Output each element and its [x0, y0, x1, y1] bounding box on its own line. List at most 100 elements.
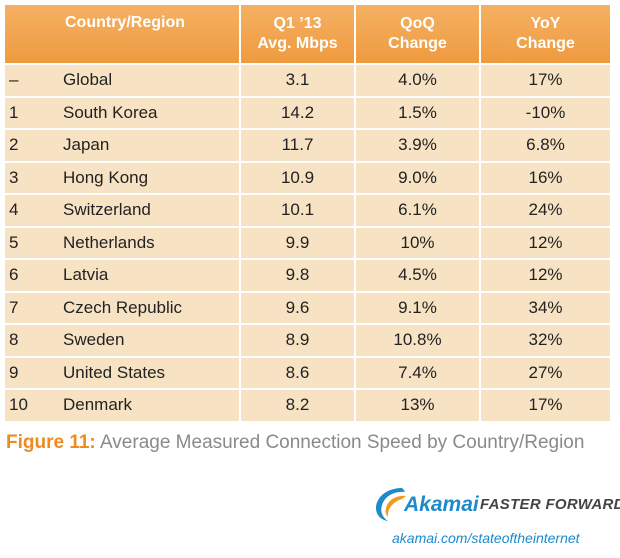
- country-name: Netherlands: [63, 232, 155, 252]
- country-cell: 1 South Korea: [5, 95, 241, 129]
- country-name: Czech Republic: [63, 297, 183, 317]
- qoq-value: 4.0%: [355, 63, 481, 97]
- header-yoy-line1: YoY: [530, 15, 561, 32]
- figure-label: Figure 11:: [6, 432, 96, 453]
- country-cell: 9 United States: [5, 355, 241, 389]
- speed-value: 8.2: [240, 388, 356, 421]
- rank-value: 3: [9, 167, 19, 187]
- speed-value: 10.1: [240, 193, 356, 227]
- country-name: South Korea: [63, 102, 158, 122]
- header-speed-line2: Avg. Mbps: [257, 35, 338, 52]
- yoy-value: 27%: [480, 355, 610, 389]
- speed-value: 8.6: [240, 355, 356, 389]
- country-name: Global: [63, 70, 113, 90]
- speed-value: 11.7: [240, 128, 356, 162]
- rank-value: 6: [9, 265, 19, 285]
- country-cell: 10 Denmark: [5, 388, 241, 421]
- rank-value: 8: [9, 330, 19, 350]
- qoq-value: 1.5%: [355, 95, 481, 129]
- rank-value: 5: [9, 232, 19, 252]
- country-cell: 2 Japan: [5, 128, 241, 162]
- table-row: 9 United States 8.6 7.4% 27%: [5, 355, 610, 389]
- country-name: Denmark: [63, 395, 132, 415]
- yoy-value: 12%: [480, 225, 610, 259]
- brand-name: Akamai: [404, 493, 479, 516]
- table-row: 5 Netherlands 9.9 10% 12%: [5, 225, 610, 259]
- header-qoq-line1: QoQ: [400, 15, 435, 32]
- rank-value: 7: [9, 297, 19, 317]
- qoq-value: 3.9%: [355, 128, 481, 162]
- brand-tagline: FASTER FORWARD: [480, 496, 620, 513]
- header-qoq-line2: Change: [388, 35, 447, 52]
- header-speed: Q1 ’13 Avg. Mbps: [240, 5, 356, 64]
- table-row: 10 Denmark 8.2 13% 17%: [5, 388, 610, 421]
- qoq-value: 7.4%: [355, 355, 481, 389]
- header-yoy-line2: Change: [516, 35, 575, 52]
- speed-table-container: Country/Region Q1 ’13 Avg. Mbps QoQ Chan…: [5, 5, 610, 421]
- qoq-value: 10%: [355, 225, 481, 259]
- qoq-value: 9.0%: [355, 160, 481, 194]
- figure-caption-text: Average Measured Connection Speed by Cou…: [95, 432, 585, 453]
- yoy-value: 16%: [480, 160, 610, 194]
- table-row: 8 Sweden 8.9 10.8% 32%: [5, 323, 610, 357]
- table-row: 1 South Korea 14.2 1.5% -10%: [5, 95, 610, 129]
- rank-value: 4: [9, 200, 19, 220]
- qoq-value: 6.1%: [355, 193, 481, 227]
- country-cell: 6 Latvia: [5, 258, 241, 292]
- country-cell: 7 Czech Republic: [5, 290, 241, 324]
- rank-value: 9: [9, 362, 19, 382]
- speed-value: 9.8: [240, 258, 356, 292]
- header-country-label: Country/Region: [65, 14, 185, 31]
- yoy-value: 17%: [480, 388, 610, 421]
- table-row: 3 Hong Kong 10.9 9.0% 16%: [5, 160, 610, 194]
- header-qoq: QoQ Change: [355, 5, 481, 64]
- yoy-value: -10%: [480, 95, 610, 129]
- country-cell: 5 Netherlands: [5, 225, 241, 259]
- country-name: Japan: [63, 135, 110, 155]
- table-row: 4 Switzerland 10.1 6.1% 24%: [5, 193, 610, 227]
- qoq-value: 10.8%: [355, 323, 481, 357]
- speed-value: 14.2: [240, 95, 356, 129]
- table-row: 7 Czech Republic 9.6 9.1% 34%: [5, 290, 610, 324]
- country-name: United States: [63, 362, 166, 382]
- table-row: 6 Latvia 9.8 4.5% 12%: [5, 258, 610, 292]
- rank-value: 2: [9, 135, 19, 155]
- qoq-value: 9.1%: [355, 290, 481, 324]
- yoy-value: 24%: [480, 193, 610, 227]
- speed-value: 10.9: [240, 160, 356, 194]
- table-row: 2 Japan 11.7 3.9% 6.8%: [5, 128, 610, 162]
- speed-value: 8.9: [240, 323, 356, 357]
- qoq-value: 13%: [355, 388, 481, 421]
- connection-speed-table: Country/Region Q1 ’13 Avg. Mbps QoQ Chan…: [5, 5, 610, 421]
- header-country: Country/Region: [5, 5, 241, 64]
- speed-value: 9.9: [240, 225, 356, 259]
- country-name: Switzerland: [63, 200, 151, 220]
- speed-value: 3.1: [240, 63, 356, 97]
- footer-url: akamai.com/stateoftheinternet: [392, 530, 580, 546]
- rank-value: 10: [9, 395, 28, 415]
- country-cell: – Global: [5, 63, 241, 97]
- rank-value: –: [9, 70, 19, 90]
- yoy-value: 32%: [480, 323, 610, 357]
- country-cell: 3 Hong Kong: [5, 160, 241, 194]
- country-cell: 4 Switzerland: [5, 193, 241, 227]
- speed-value: 9.6: [240, 290, 356, 324]
- figure-caption: Figure 11: Average Measured Connection S…: [6, 432, 584, 454]
- akamai-logo: Akamai FASTER FORWARD: [372, 484, 620, 524]
- table-header-row: Country/Region Q1 ’13 Avg. Mbps QoQ Chan…: [5, 5, 610, 64]
- qoq-value: 4.5%: [355, 258, 481, 292]
- yoy-value: 12%: [480, 258, 610, 292]
- table-body: – Global 3.1 4.0% 17% 1 South Korea 14.2 1.5% -10…: [5, 63, 610, 421]
- table-row: – Global 3.1 4.0% 17%: [5, 63, 610, 97]
- rank-value: 1: [9, 102, 19, 122]
- yoy-value: 17%: [480, 63, 610, 97]
- country-name: Hong Kong: [63, 167, 149, 187]
- header-speed-line1: Q1 ’13: [273, 15, 322, 32]
- country-name: Latvia: [63, 265, 109, 285]
- country-name: Sweden: [63, 330, 125, 350]
- yoy-value: 6.8%: [480, 128, 610, 162]
- akamai-swoosh-icon: [376, 488, 406, 521]
- yoy-value: 34%: [480, 290, 610, 324]
- country-cell: 8 Sweden: [5, 323, 241, 357]
- header-yoy: YoY Change: [480, 5, 610, 64]
